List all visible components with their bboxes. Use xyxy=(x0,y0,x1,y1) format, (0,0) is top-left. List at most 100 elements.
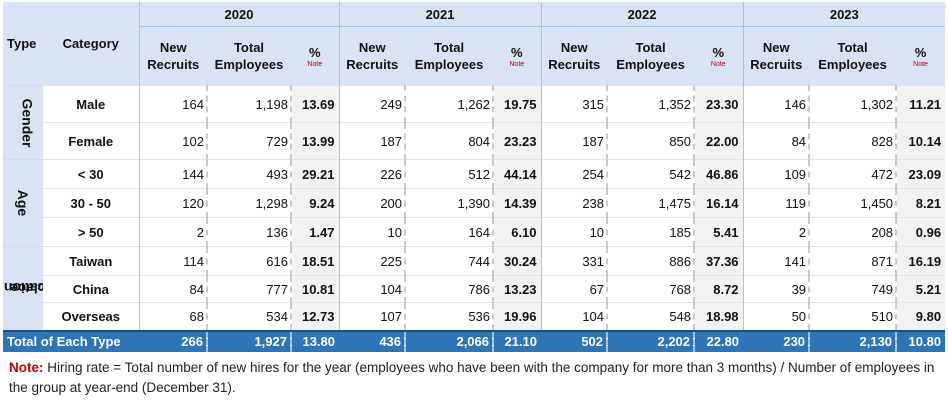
new-recruits-cell: 249 xyxy=(338,85,407,123)
total-employees-line1: Total xyxy=(433,40,465,55)
new-recruits-cell: 109 xyxy=(742,159,811,189)
new-recruits-header: New Recruits xyxy=(540,26,608,86)
new-recruits-cell: 84 xyxy=(742,122,811,160)
total-employees-line2: Employees xyxy=(414,57,484,72)
category-cell: 30 - 50 xyxy=(43,188,139,218)
percent-cell: 9.24 xyxy=(291,188,340,218)
group-label: Age xyxy=(14,189,31,217)
new-recruits-cell: 119 xyxy=(742,188,811,218)
percent-cell: 37.36 xyxy=(694,246,744,276)
percent-cell: 16.14 xyxy=(694,188,744,218)
total-employees-cell: 2,130 xyxy=(809,329,898,352)
new-recruits-cell: 146 xyxy=(742,85,811,123)
total-employees-cell: 1,390 xyxy=(405,188,495,218)
total-employees-cell: 136 xyxy=(207,217,292,247)
total-employees-line1: Total xyxy=(837,40,868,55)
total-new-recruits-cell: 266 xyxy=(139,329,208,352)
percent-note-label: Note xyxy=(913,60,928,68)
percent-cell: 23.30 xyxy=(694,85,744,123)
new-recruits-cell: 225 xyxy=(338,246,407,276)
percent-cell: 30.24 xyxy=(493,246,542,276)
table-row: > 50 2 136 1.47 10 164 6.10 10 185 5.41 2 208 0.96 xyxy=(3,217,946,247)
percent-cell: 13.99 xyxy=(291,122,340,160)
new-recruits-line2: Recruits xyxy=(346,57,399,72)
total-employees-cell: 1,352 xyxy=(607,85,696,123)
total-new-recruits-cell: 436 xyxy=(339,329,407,352)
year-2023-header: 2023 xyxy=(742,2,946,27)
percent-cell: 0.96 xyxy=(896,217,946,247)
total-employees-cell: 804 xyxy=(405,122,495,160)
percent-cell: 19.75 xyxy=(493,85,542,123)
new-recruits-cell: 315 xyxy=(540,85,609,123)
percent-cell: 23.23 xyxy=(493,122,542,160)
new-recruits-cell: 84 xyxy=(138,275,208,303)
percent-cell: 6.10 xyxy=(493,217,542,247)
new-recruits-cell: 50 xyxy=(742,302,811,331)
percent-cell: 16.19 xyxy=(896,246,946,276)
footnote-text: Hiring rate = Total number of new hires … xyxy=(9,360,935,395)
percent-cell: 14.39 xyxy=(493,188,542,218)
table-row: Overseas 68 534 12.73 107 536 19.96 104 548 18.98… xyxy=(3,302,946,331)
year-2022-header: 2022 xyxy=(540,2,744,27)
new-recruits-cell: 68 xyxy=(138,302,208,331)
new-recruits-line2: Recruits xyxy=(750,57,803,72)
percent-cell: 22.00 xyxy=(694,122,744,160)
group-label-line2: location xyxy=(3,280,43,297)
total-employees-line1: Total xyxy=(233,40,265,55)
percent-label: % xyxy=(712,44,725,60)
new-recruits-cell: 187 xyxy=(540,122,609,160)
new-recruits-cell: 107 xyxy=(338,302,407,331)
table-row: China 84 777 10.81 104 786 13.23 67 768 8.72 39 749… xyxy=(3,275,946,303)
year-header-row: Type Category 2020 2021 2022 2023 xyxy=(3,2,946,86)
total-employees-cell: 472 xyxy=(809,159,898,189)
total-employees-cell: 777 xyxy=(207,275,292,303)
year-2020-header: 2020 xyxy=(138,2,340,27)
total-employees-cell: 744 xyxy=(405,246,495,276)
total-employees-cell: 534 xyxy=(207,302,292,331)
new-recruits-cell: 39 xyxy=(742,275,811,303)
percent-header: % Note xyxy=(896,26,946,86)
new-recruits-cell: 2 xyxy=(138,217,208,247)
new-hires-table: Type Category 2020 2021 2022 2023 New Rec… xyxy=(3,2,946,352)
total-employees-cell: 828 xyxy=(809,122,898,160)
percent-cell: 29.21 xyxy=(291,159,340,189)
year-2021-header: 2021 xyxy=(338,2,542,27)
new-recruits-line2: Recruits xyxy=(147,57,200,72)
percent-label: % xyxy=(308,44,321,60)
footnote: Note: Hiring rate = Total number of new … xyxy=(9,358,944,398)
type-header: Type xyxy=(3,2,43,86)
total-employees-cell: 749 xyxy=(809,275,898,303)
total-employees-cell: 768 xyxy=(607,275,696,303)
footnote-label: Note: xyxy=(9,360,44,375)
total-employees-cell: 1,927 xyxy=(207,329,292,352)
percent-cell: 13.69 xyxy=(291,85,340,123)
percent-cell: 18.51 xyxy=(291,246,340,276)
percent-cell: 9.80 xyxy=(896,302,946,331)
percent-cell: 11.21 xyxy=(896,85,946,123)
total-employees-cell: 1,450 xyxy=(809,188,898,218)
total-percent-cell: 10.80 xyxy=(896,329,946,352)
new-recruits-header: New Recruits xyxy=(338,26,406,86)
total-employees-header: Total Employees xyxy=(607,26,695,86)
percent-cell: 18.98 xyxy=(694,302,744,331)
percent-cell: 46.86 xyxy=(694,159,744,189)
total-employees-cell: 512 xyxy=(405,159,495,189)
total-employees-line2: Employees xyxy=(214,57,284,72)
total-employees-cell: 886 xyxy=(607,246,696,276)
total-employees-cell: 2,202 xyxy=(607,329,696,352)
total-employees-cell: 729 xyxy=(207,122,292,160)
percent-header: % Note xyxy=(694,26,744,86)
total-employees-line2: Employees xyxy=(616,57,685,72)
total-percent-cell: 13.80 xyxy=(291,329,340,352)
percent-label: % xyxy=(510,44,523,60)
percent-header: % Note xyxy=(291,26,340,86)
new-recruits-cell: 331 xyxy=(540,246,609,276)
new-recruits-line1: New xyxy=(762,40,790,55)
new-recruits-cell: 144 xyxy=(138,159,208,189)
category-cell: < 30 xyxy=(43,159,139,189)
group-age: Age xyxy=(3,159,43,247)
new-recruits-cell: 10 xyxy=(338,217,407,247)
new-recruits-cell: 104 xyxy=(338,275,407,303)
new-recruits-cell: 2 xyxy=(742,217,811,247)
